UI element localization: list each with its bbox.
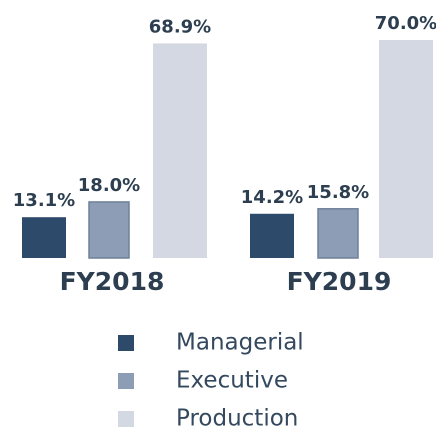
value-label: 70.0% bbox=[375, 13, 436, 34]
category-label: FY2018 bbox=[60, 267, 165, 296]
bar bbox=[88, 201, 130, 259]
bar bbox=[153, 43, 207, 258]
legend-label: Managerial bbox=[176, 330, 304, 356]
value-label: 13.1% bbox=[13, 190, 75, 211]
value-label: 15.8% bbox=[307, 182, 369, 203]
bar bbox=[317, 208, 359, 259]
bar bbox=[250, 213, 294, 258]
legend-label: Executive bbox=[176, 368, 288, 394]
value-label: 68.9% bbox=[149, 16, 211, 37]
value-label: 18.0% bbox=[78, 175, 140, 196]
legend-swatch bbox=[118, 373, 134, 389]
bar bbox=[379, 40, 433, 258]
legend-swatch bbox=[118, 335, 134, 351]
value-label: 14.2% bbox=[241, 187, 303, 208]
bar bbox=[22, 217, 66, 258]
category-label: FY2019 bbox=[287, 267, 392, 296]
legend-swatch bbox=[118, 411, 134, 427]
legend-label: Production bbox=[176, 406, 298, 430]
